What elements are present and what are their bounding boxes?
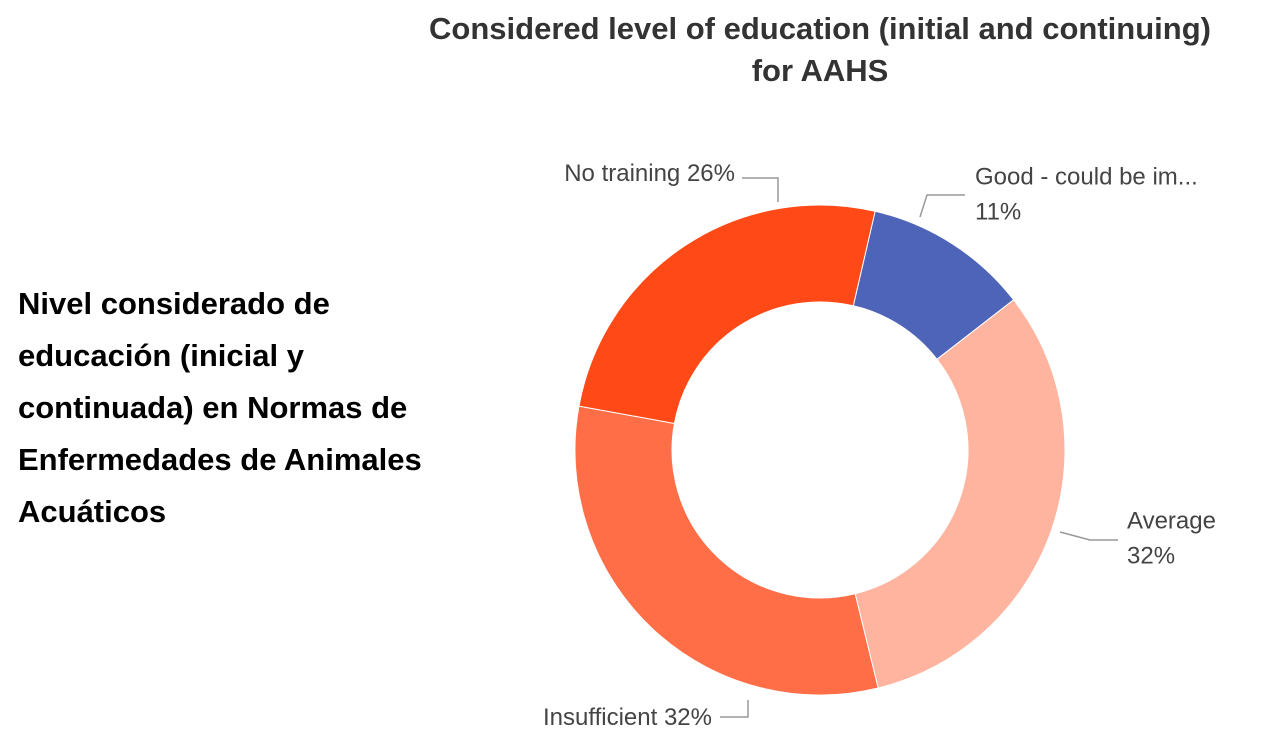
chart-title: Considered level of education (initial a…	[429, 11, 1211, 88]
slice-label: Insufficient	[543, 704, 658, 729]
value-label: 11%	[975, 198, 1021, 225]
leader-line	[742, 177, 779, 202]
slice-label-group: Insufficient 32%	[543, 704, 712, 729]
slice-label: No training	[564, 160, 680, 187]
leader-line	[720, 700, 749, 718]
slice-label: Good - could be im...	[975, 163, 1198, 190]
leader-line	[1059, 531, 1118, 541]
value-label: 32%	[1127, 542, 1175, 569]
side-text: Nivel considerado de educación (inicial …	[18, 286, 422, 529]
slice-label: Average	[1127, 507, 1216, 534]
donut-slice	[574, 405, 879, 696]
leader-line	[919, 194, 965, 218]
slice-label-group: No training 26%	[564, 160, 735, 187]
donut-slice	[854, 299, 1066, 689]
value-label: 26%	[687, 160, 735, 187]
donut-slice	[578, 204, 876, 425]
value-label: 32%	[664, 704, 712, 729]
